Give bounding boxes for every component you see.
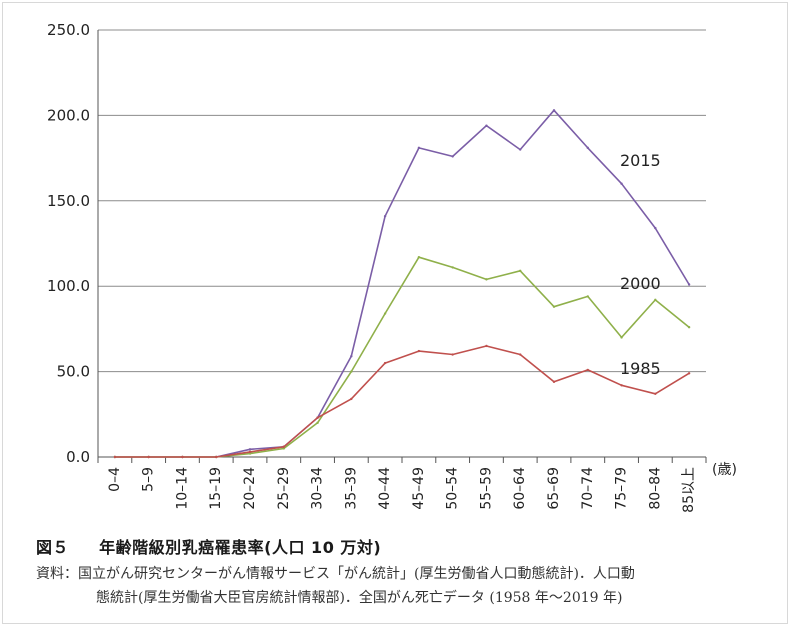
data-point-2015: [451, 155, 454, 158]
data-point-1985: [687, 372, 691, 375]
data-point-2000: [350, 370, 353, 373]
figure-caption: 図５ 年齢階級別乳癌罹患率(人口 10 万対): [36, 534, 381, 558]
series-line-1985: [114, 345, 690, 458]
x-tick-label: 5–9: [141, 467, 157, 492]
data-point-1985: [282, 445, 285, 448]
figure-title: 年齢階級別乳癌罹患率(人口 10 万対): [99, 538, 382, 557]
data-point-2015: [586, 146, 589, 150]
series-line-2015: [114, 109, 690, 458]
x-tick-label: 65–69: [546, 467, 562, 510]
data-point-1985: [451, 353, 454, 356]
x-tick-label: 60–64: [512, 467, 528, 510]
series-label-2015: 2015: [620, 151, 661, 170]
series-label-1985: 1985: [620, 359, 661, 378]
data-point-1985: [113, 455, 117, 459]
source-line-1: 資料：国立がん研究センターがん情報サービス「がん統計」(厚生労働省人口動態統計)…: [36, 566, 635, 582]
data-point-2000: [620, 336, 623, 339]
y-tick-label: 250.0: [47, 21, 90, 39]
data-point-1985: [620, 384, 623, 387]
data-point-2015: [620, 182, 623, 185]
data-point-2000: [586, 295, 589, 298]
data-point-2000: [687, 325, 691, 329]
source-line-2: 態統計(厚生労働省大臣官房統計情報部)．全国がん死亡データ (1958 年～20…: [96, 590, 623, 606]
x-tick-label: 35–39: [343, 467, 359, 510]
data-point-2015: [687, 283, 691, 286]
data-point-2000: [248, 452, 252, 455]
data-point-2000: [451, 266, 454, 269]
x-tick-label: 80–84: [647, 467, 663, 510]
x-tick-label: 10–14: [174, 467, 190, 510]
x-tick-label: 25–29: [276, 467, 292, 510]
x-tick-label: 40–44: [377, 467, 393, 510]
data-point-2015: [383, 214, 387, 218]
data-point-1985: [383, 361, 387, 365]
x-tick-label: 30–34: [310, 467, 326, 510]
data-point-2015: [485, 124, 488, 127]
y-tick-label: 100.0: [47, 277, 90, 295]
data-point-1985: [417, 349, 421, 353]
data-point-2000: [316, 421, 319, 425]
line-chart: 0.0 50.0 100.0 150.0 200.0 250.0 0–4 5–9 10–14 15…: [47, 21, 737, 513]
data-point-2015: [417, 146, 421, 150]
x-tick-label: 45–49: [411, 467, 427, 510]
x-tick-label: 20–24: [242, 467, 258, 510]
x-tick-label: 85以上: [681, 467, 697, 513]
data-point-2000: [417, 255, 421, 259]
data-point-1985: [586, 368, 589, 372]
x-tick-label: 15–19: [208, 467, 224, 510]
data-point-1985: [485, 344, 488, 348]
data-point-2000: [519, 269, 522, 273]
data-point-2015: [519, 148, 522, 151]
data-point-2015: [654, 226, 657, 230]
data-point-2000: [552, 305, 556, 308]
data-point-1985: [316, 416, 319, 419]
data-point-2015: [248, 448, 252, 451]
series-label-2000: 2000: [620, 274, 661, 293]
data-point-2000: [383, 312, 387, 315]
data-point-1985: [215, 455, 218, 459]
y-tick-label: 50.0: [57, 363, 90, 381]
data-point-1985: [181, 455, 184, 459]
data-point-2000: [485, 278, 488, 281]
x-tick-label: 55–59: [478, 467, 494, 510]
x-tick-label: 50–54: [445, 467, 461, 510]
data-point-1985: [350, 397, 353, 401]
data-point-2000: [654, 298, 657, 302]
y-tick-label: 200.0: [47, 106, 90, 124]
x-tick-label: 0–4: [107, 467, 123, 492]
figure-number: 図５: [36, 538, 70, 557]
x-tick-label: 75–79: [614, 467, 630, 510]
data-point-2015: [350, 355, 353, 358]
data-point-1985: [519, 353, 522, 356]
y-tick-label: 0.0: [66, 448, 90, 466]
data-point-1985: [147, 455, 150, 459]
x-unit-label: (歳): [712, 462, 737, 478]
data-point-2015: [552, 109, 556, 112]
data-point-1985: [654, 392, 657, 396]
source-note: 資料：国立がん研究センターがん情報サービス「がん統計」(厚生労働省人口動態統計)…: [36, 562, 756, 610]
data-point-2000: [282, 447, 285, 450]
x-tick-label: 70–74: [580, 467, 596, 510]
y-tick-label: 150.0: [47, 192, 90, 210]
data-point-1985: [552, 380, 556, 384]
data-point-1985: [248, 450, 252, 454]
